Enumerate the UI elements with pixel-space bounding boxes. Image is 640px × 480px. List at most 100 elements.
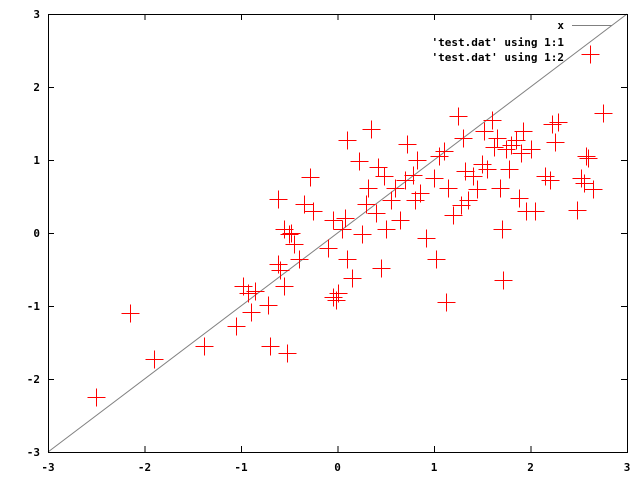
plot-frame [48,14,628,453]
data-point-plus [121,304,140,323]
data-point-plus [382,191,401,210]
data-point-plus [408,151,427,170]
data-point-plus [546,133,565,152]
data-point-plus [406,191,425,210]
data-point-plus [475,122,494,141]
data-point-plus [234,277,253,296]
data-point-plus [338,250,357,269]
legend: x 'test.dat' using 1:1 'test.dat' using 1:… [432,19,612,64]
x-tick-label: 2 [527,461,534,474]
x-tick-label: 0 [334,461,341,474]
data-point-plus [468,180,487,199]
data-point-plus [579,149,598,168]
y-tick-label: -1 [27,300,41,313]
data-point-plus [488,129,507,148]
data-point-plus [577,147,596,166]
data-point-plus [510,189,529,208]
data-point-plus [568,201,587,220]
data-point-plus [594,104,613,123]
data-point-plus [512,144,531,163]
data-point-plus [464,167,483,186]
legend-entry: 'test.dat' using 1:2 [432,51,564,64]
data-point-plus [522,140,541,159]
series-line-x [47,13,628,453]
data-point-plus [333,220,352,239]
data-point-plus [377,220,396,239]
data-point-plus [269,190,288,209]
data-point-plus [526,202,545,221]
data-point-plus [549,113,568,132]
data-point-plus [324,211,343,230]
data-point-plus [327,291,346,310]
y-tick-label: 2 [33,81,40,94]
data-point-plus [195,337,214,356]
data-point-plus [430,147,449,166]
legend-entry: x [557,19,612,32]
data-point-plus [295,195,314,214]
data-point-plus [502,136,521,155]
data-point-plus [282,224,301,243]
data-point-plus [500,160,519,179]
data-point-plus [87,388,106,407]
data-point-plus [375,167,394,186]
data-point-plus [242,303,261,322]
x-tick-label: -3 [41,461,54,474]
data-point-plus [338,131,357,150]
data-point-plus [391,211,410,230]
data-point-plus [367,204,386,223]
x-axis-tick-labels: -3 -2 -1 0 1 2 3 [41,461,630,474]
data-point-plus [145,350,164,369]
series-layer [47,13,628,453]
data-point-plus [343,269,362,288]
data-point-plus [427,250,446,269]
y-tick-label: -3 [27,446,40,459]
data-point-plus [437,293,456,312]
data-point-plus [285,235,304,254]
data-point-plus [398,135,417,154]
data-point-plus [417,229,436,248]
data-point-plus [246,282,265,301]
data-point-plus [324,288,343,307]
legend-entry: 'test.dat' using 1:1 [432,36,565,49]
data-point-plus [290,250,309,269]
data-point-plus [275,277,294,296]
data-point-plus [456,162,475,181]
x-tick-label: -2 [138,461,151,474]
data-point-plus [259,296,278,315]
data-point-plus [357,195,376,214]
data-point-plus [304,202,323,221]
data-point-plus [239,284,258,303]
y-tick-label: -2 [27,373,40,386]
data-point-plus [353,225,372,244]
legend-label: 'test.dat' using 1:1 [432,36,565,49]
data-point-plus [497,140,516,159]
data-point-plus [452,196,471,215]
data-point-plus [449,107,468,126]
y-axis-tick-labels: -3 -2 -1 0 1 2 3 [27,8,41,459]
data-point-plus [494,271,513,290]
data-point-plus [227,317,246,336]
data-point-plus [435,142,454,161]
data-point-plus [572,169,591,188]
data-point-plus [396,171,415,190]
x-tick-label: 1 [431,461,438,474]
data-point-plus [473,155,492,174]
data-point-plus [362,120,381,139]
y-tick-label: 0 [33,227,40,240]
data-point-plus [581,45,600,64]
y-tick-label: 1 [33,154,40,167]
data-point-plus [541,171,560,190]
data-point-plus [386,179,405,198]
tick-marks [48,14,628,453]
data-point-plus [493,220,512,239]
data-point-plus [514,122,533,141]
data-point-plus [271,261,290,280]
data-point-plus [425,169,444,188]
x-tick-label: 3 [624,461,631,474]
data-point-plus [444,206,463,225]
data-point-plus [404,166,423,185]
data-point-plus [536,167,555,186]
x-tick-label: -1 [234,461,248,474]
legend-label: x [557,19,564,32]
